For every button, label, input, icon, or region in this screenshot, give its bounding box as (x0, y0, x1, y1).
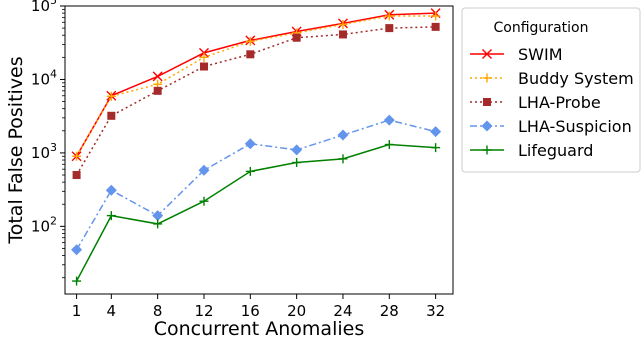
data-point (199, 52, 209, 62)
legend-item: LHA-Suspicion (470, 117, 632, 136)
legend: Configuration SWIM Buddy System LHA-Probe L… (461, 7, 641, 173)
legend-label: Buddy System (518, 69, 634, 88)
series-buddy-system (72, 11, 441, 161)
legend-swatch-marker (483, 98, 491, 106)
data-point (430, 126, 442, 138)
data-point (199, 62, 208, 71)
legend-swatch-marker (482, 73, 492, 83)
data-point (337, 129, 349, 141)
series-line (75, 119, 436, 251)
x-tick-label: 4 (107, 302, 117, 320)
data-point (431, 143, 441, 153)
data-point (383, 114, 395, 126)
y-tick-label: 105 (31, 0, 57, 15)
x-tick-label: 1 (72, 302, 82, 320)
y-axis-title: Total False Positives (5, 56, 27, 244)
series-layer (71, 8, 442, 286)
data-point (72, 171, 81, 180)
data-point (292, 158, 302, 168)
legend-label: LHA-Suspicion (518, 117, 632, 136)
data-point (244, 138, 256, 150)
x-tick-label: 20 (287, 302, 306, 320)
series-line (75, 15, 436, 157)
y-axis-ticks: 102 103 104 105 (31, 0, 65, 279)
x-tick-label: 24 (333, 302, 352, 320)
x-tick-label: 16 (241, 302, 260, 320)
data-point (152, 210, 164, 222)
data-point (431, 11, 441, 21)
data-point (71, 244, 83, 256)
data-point (245, 166, 255, 176)
data-point (153, 86, 162, 95)
series-line (75, 143, 436, 282)
data-point (153, 219, 163, 229)
series-lifeguard (72, 140, 441, 286)
legend-label: Lifeguard (518, 141, 593, 160)
x-tick-label: 12 (194, 302, 213, 320)
x-tick-label: 8 (153, 302, 163, 320)
data-point (338, 30, 347, 39)
data-point (384, 140, 394, 150)
series-swim (71, 8, 441, 162)
x-axis-title: Concurrent Anomalies (154, 318, 364, 340)
data-point (384, 11, 394, 21)
data-point (106, 211, 116, 221)
legend-box (461, 7, 641, 173)
data-point (152, 71, 163, 82)
legend-swatch-marker (481, 120, 493, 132)
x-tick-label: 32 (426, 302, 445, 320)
data-point (105, 184, 117, 196)
data-point (198, 164, 210, 176)
y-tick-label: 102 (31, 214, 57, 235)
legend-items: SWIM Buddy System LHA-Probe LHA-Suspicion Li… (470, 45, 634, 160)
data-point (292, 33, 301, 42)
legend-title: Configuration (494, 20, 589, 36)
legend-label: LHA-Probe (518, 93, 601, 112)
data-point (107, 111, 116, 120)
legend-item: SWIM (470, 45, 563, 64)
series-line (75, 26, 436, 176)
x-tick-label: 28 (380, 302, 399, 320)
x-axis-ticks: 1 4 8 12 16 20 24 28 32 (72, 294, 445, 320)
data-point (291, 144, 303, 156)
y-tick-label: 103 (31, 141, 57, 162)
data-point (246, 50, 255, 59)
legend-swatch-marker (482, 49, 492, 59)
legend-swatch-marker (482, 145, 492, 155)
data-point (338, 19, 348, 29)
series-line (75, 12, 436, 157)
data-point (106, 91, 116, 101)
data-point (338, 154, 348, 164)
data-point (385, 24, 394, 33)
y-tick-label: 104 (31, 67, 57, 88)
legend-item: Buddy System (470, 69, 634, 88)
series-lha-suspicion (71, 114, 442, 256)
plot-frame (64, 5, 454, 295)
legend-label: SWIM (518, 45, 563, 64)
legend-item: Lifeguard (470, 141, 593, 160)
data-point (245, 36, 255, 46)
data-point (431, 22, 440, 31)
legend-item: LHA-Probe (470, 93, 601, 112)
data-point (199, 196, 209, 206)
series-lha-probe (72, 22, 440, 180)
data-point (72, 276, 82, 286)
data-point (72, 151, 82, 161)
